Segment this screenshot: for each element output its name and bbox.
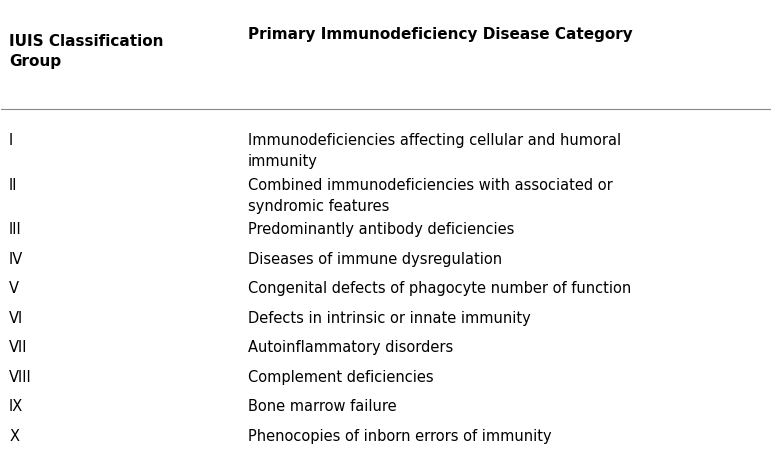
Text: I: I: [9, 133, 13, 148]
Text: VI: VI: [9, 311, 23, 326]
Text: Autoinflammatory disorders: Autoinflammatory disorders: [248, 341, 453, 356]
Text: Predominantly antibody deficiencies: Predominantly antibody deficiencies: [248, 222, 514, 237]
Text: X: X: [9, 429, 19, 444]
Text: IV: IV: [9, 252, 23, 267]
Text: IX: IX: [9, 399, 23, 414]
Text: Complement deficiencies: Complement deficiencies: [248, 370, 433, 385]
Text: Diseases of immune dysregulation: Diseases of immune dysregulation: [248, 252, 502, 267]
Text: Phenocopies of inborn errors of immunity: Phenocopies of inborn errors of immunity: [248, 429, 551, 444]
Text: Bone marrow failure: Bone marrow failure: [248, 399, 396, 414]
Text: V: V: [9, 281, 19, 296]
Text: VII: VII: [9, 341, 28, 356]
Text: II: II: [9, 178, 18, 193]
Text: Immunodeficiencies affecting cellular and humoral
immunity: Immunodeficiencies affecting cellular an…: [248, 133, 621, 170]
Text: VIII: VIII: [9, 370, 32, 385]
Text: Congenital defects of phagocyte number of function: Congenital defects of phagocyte number o…: [248, 281, 631, 296]
Text: Defects in intrinsic or innate immunity: Defects in intrinsic or innate immunity: [248, 311, 530, 326]
Text: III: III: [9, 222, 22, 237]
Text: Combined immunodeficiencies with associated or
syndromic features: Combined immunodeficiencies with associa…: [248, 178, 612, 214]
Text: Primary Immunodeficiency Disease Category: Primary Immunodeficiency Disease Categor…: [248, 27, 632, 42]
Text: IUIS Classification
Group: IUIS Classification Group: [9, 34, 164, 69]
